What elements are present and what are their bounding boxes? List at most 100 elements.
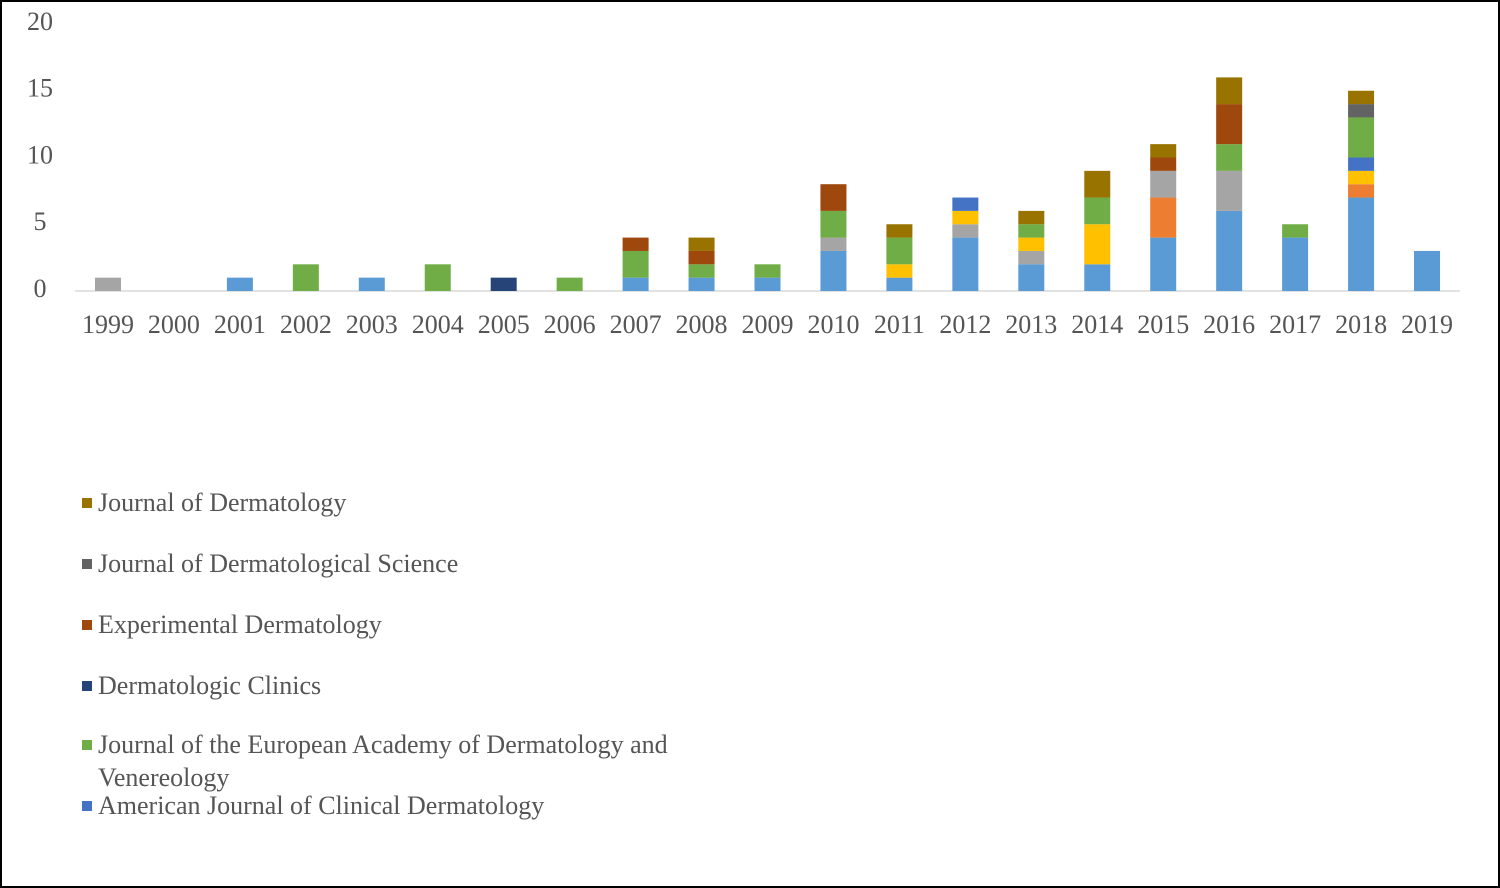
bar-segment [1348, 104, 1375, 118]
y-tick-label: 15 [27, 74, 53, 103]
legend-item: Journal of the European Academy of Derma… [82, 728, 722, 794]
legend-swatch [82, 801, 92, 811]
bar-segment [952, 224, 979, 238]
bar-segment [1348, 90, 1375, 105]
x-tick-label: 2015 [1137, 310, 1189, 339]
bar-segment [1282, 237, 1309, 291]
legend-swatch [82, 740, 92, 750]
bar-segment [1216, 77, 1243, 105]
x-tick-label: 2003 [346, 310, 398, 339]
bar-segment [1018, 250, 1045, 265]
bar-segment [1018, 224, 1045, 238]
bar-segment [952, 237, 979, 291]
bar-segment [622, 237, 649, 251]
x-tick-label: 2019 [1401, 310, 1453, 339]
x-tick-label: 2006 [544, 310, 596, 339]
x-tick-label: 2002 [280, 310, 332, 339]
legend-swatch [82, 620, 92, 630]
bar-segment [1150, 197, 1177, 238]
bar-segment [424, 264, 451, 291]
bar-segment [1150, 157, 1177, 171]
legend-label: Journal of Dermatology [98, 488, 347, 517]
x-tick-label: 2016 [1203, 310, 1255, 339]
x-tick-label: 2018 [1335, 310, 1387, 339]
x-tick-label: 2005 [478, 310, 530, 339]
bar-segment [754, 277, 781, 291]
bar-segment [1084, 224, 1111, 265]
x-tick-label: 2008 [676, 310, 728, 339]
bar-segment [292, 264, 319, 291]
bar-segment [688, 237, 715, 251]
legend-label: Journal of the European Academy of Derma… [98, 730, 668, 792]
bar-segment [1348, 117, 1375, 158]
y-tick-label: 20 [27, 7, 53, 36]
x-tick-label: 2000 [148, 310, 200, 339]
bar-segment [358, 277, 385, 291]
bar-segment [886, 264, 913, 278]
y-tick-label: 10 [27, 140, 53, 169]
legend-item: Dermatologic Clinics [82, 669, 722, 702]
legend-item: Journal of Dermatology [82, 486, 722, 519]
bar-segment [1018, 210, 1045, 225]
x-tick-label: 2007 [610, 310, 662, 339]
bar-segment [94, 277, 121, 291]
x-tick-label: 2013 [1005, 310, 1057, 339]
x-tick-label: 2017 [1269, 310, 1321, 339]
bar-segment [1348, 157, 1375, 171]
bar-segment [1150, 237, 1177, 291]
bar-segment [1348, 184, 1375, 198]
bar-segment [688, 264, 715, 278]
y-tick-label: 0 [34, 274, 47, 303]
bar-segment [688, 250, 715, 265]
bar-segment [952, 210, 979, 225]
bar-segment [1018, 264, 1045, 291]
bar-segment [1018, 237, 1045, 251]
x-tick-label: 2004 [412, 310, 464, 339]
bar-segment [1216, 170, 1243, 211]
bar-segment [952, 197, 979, 211]
bar-segment [1414, 250, 1441, 291]
x-tick-label: 2014 [1071, 310, 1123, 339]
legend-label: American Journal of Clinical Dermatology [98, 791, 545, 820]
x-tick-label: 2001 [214, 310, 266, 339]
bar-segment [1084, 197, 1111, 225]
bar-segment [754, 264, 781, 278]
bar-segment [556, 277, 583, 291]
bar-segment [1216, 210, 1243, 291]
x-tick-label: 2009 [742, 310, 794, 339]
bar-segment [886, 224, 913, 238]
x-tick-label: 2011 [874, 310, 925, 339]
legend-item: Experimental Dermatology [82, 608, 722, 641]
bar-segment [820, 210, 847, 238]
bar-segment [886, 277, 913, 291]
bar-segment [1150, 144, 1177, 158]
bar-segment [1282, 224, 1309, 238]
legend-label: Journal of Dermatological Science [98, 549, 459, 578]
bar-segment [490, 277, 517, 291]
bar-segment [886, 237, 913, 265]
x-tick-label: 2012 [939, 310, 991, 339]
legend-swatch [82, 681, 92, 691]
bar-segment [1348, 170, 1375, 185]
x-tick-label: 1999 [82, 310, 134, 339]
bar-segment [1084, 264, 1111, 291]
bar-segment [622, 277, 649, 291]
bar-segment [622, 250, 649, 278]
legend-item: Journal of Dermatological Science [82, 547, 722, 580]
legend-label: Experimental Dermatology [98, 610, 382, 639]
bar-segment [820, 237, 847, 251]
legend-swatch [82, 559, 92, 569]
legend-item: American Journal of Clinical Dermatology [82, 789, 722, 822]
bar-segment [226, 277, 253, 291]
bar-segment [1084, 170, 1111, 198]
y-tick-label: 5 [34, 207, 47, 236]
legend-label: Dermatologic Clinics [98, 671, 322, 700]
bar-segment [688, 277, 715, 291]
bar-segment [820, 184, 847, 211]
bar-segment [1216, 104, 1243, 145]
legend-swatch [82, 498, 92, 508]
x-tick-label: 2010 [807, 310, 859, 339]
bar-segment [1150, 170, 1177, 198]
